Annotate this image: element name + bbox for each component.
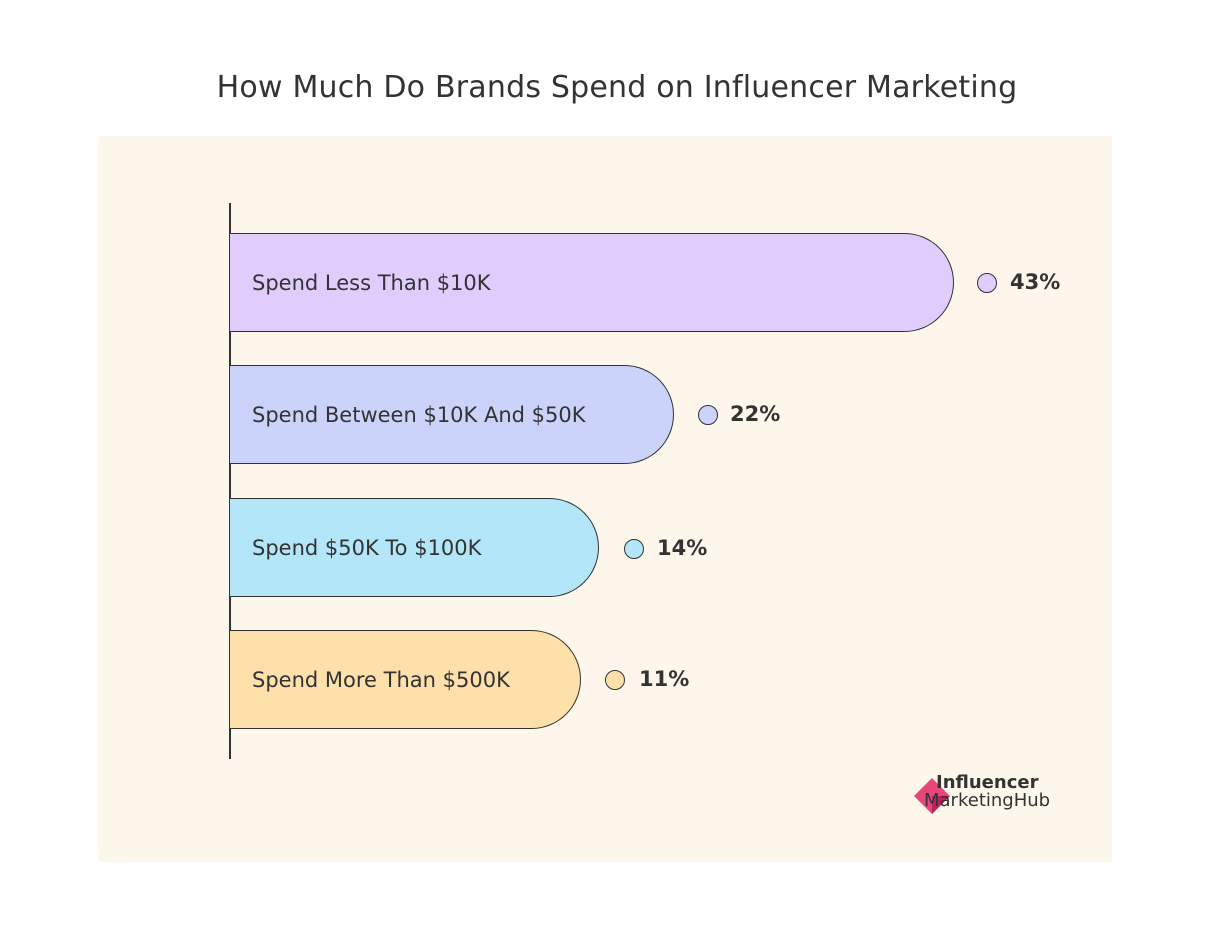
chart-title: How Much Do Brands Spend on Influencer M… [216,70,1018,105]
value-marker-icon [624,539,644,559]
logo-mark-icon [914,778,950,814]
bar-value: 22% [730,402,781,426]
bar-label: Spend More Than $500K [252,668,510,692]
value-marker-icon [977,273,997,293]
bar-label: Spend Between $10K And $50K [252,403,586,427]
value-marker-icon [605,670,625,690]
y-axis-line [229,203,231,759]
bar-50k-to-100k: Spend $50K To $100K [230,498,599,597]
bar-value: 11% [639,667,690,691]
bar-value: 43% [1010,270,1061,294]
bar-label: Spend $50K To $100K [252,536,482,560]
value-marker-icon [698,405,718,425]
logo-text-line2: MarketingHub [924,790,1051,811]
logo-text-line1: Influencer [936,772,1039,793]
bar-less-than-10k: Spend Less Than $10K [230,233,954,332]
bar-more-than-500k: Spend More Than $500K [230,630,581,729]
bar-10k-to-50k: Spend Between $10K And $50K [230,365,674,464]
bar-value: 14% [657,536,708,560]
bar-label: Spend Less Than $10K [252,271,491,295]
